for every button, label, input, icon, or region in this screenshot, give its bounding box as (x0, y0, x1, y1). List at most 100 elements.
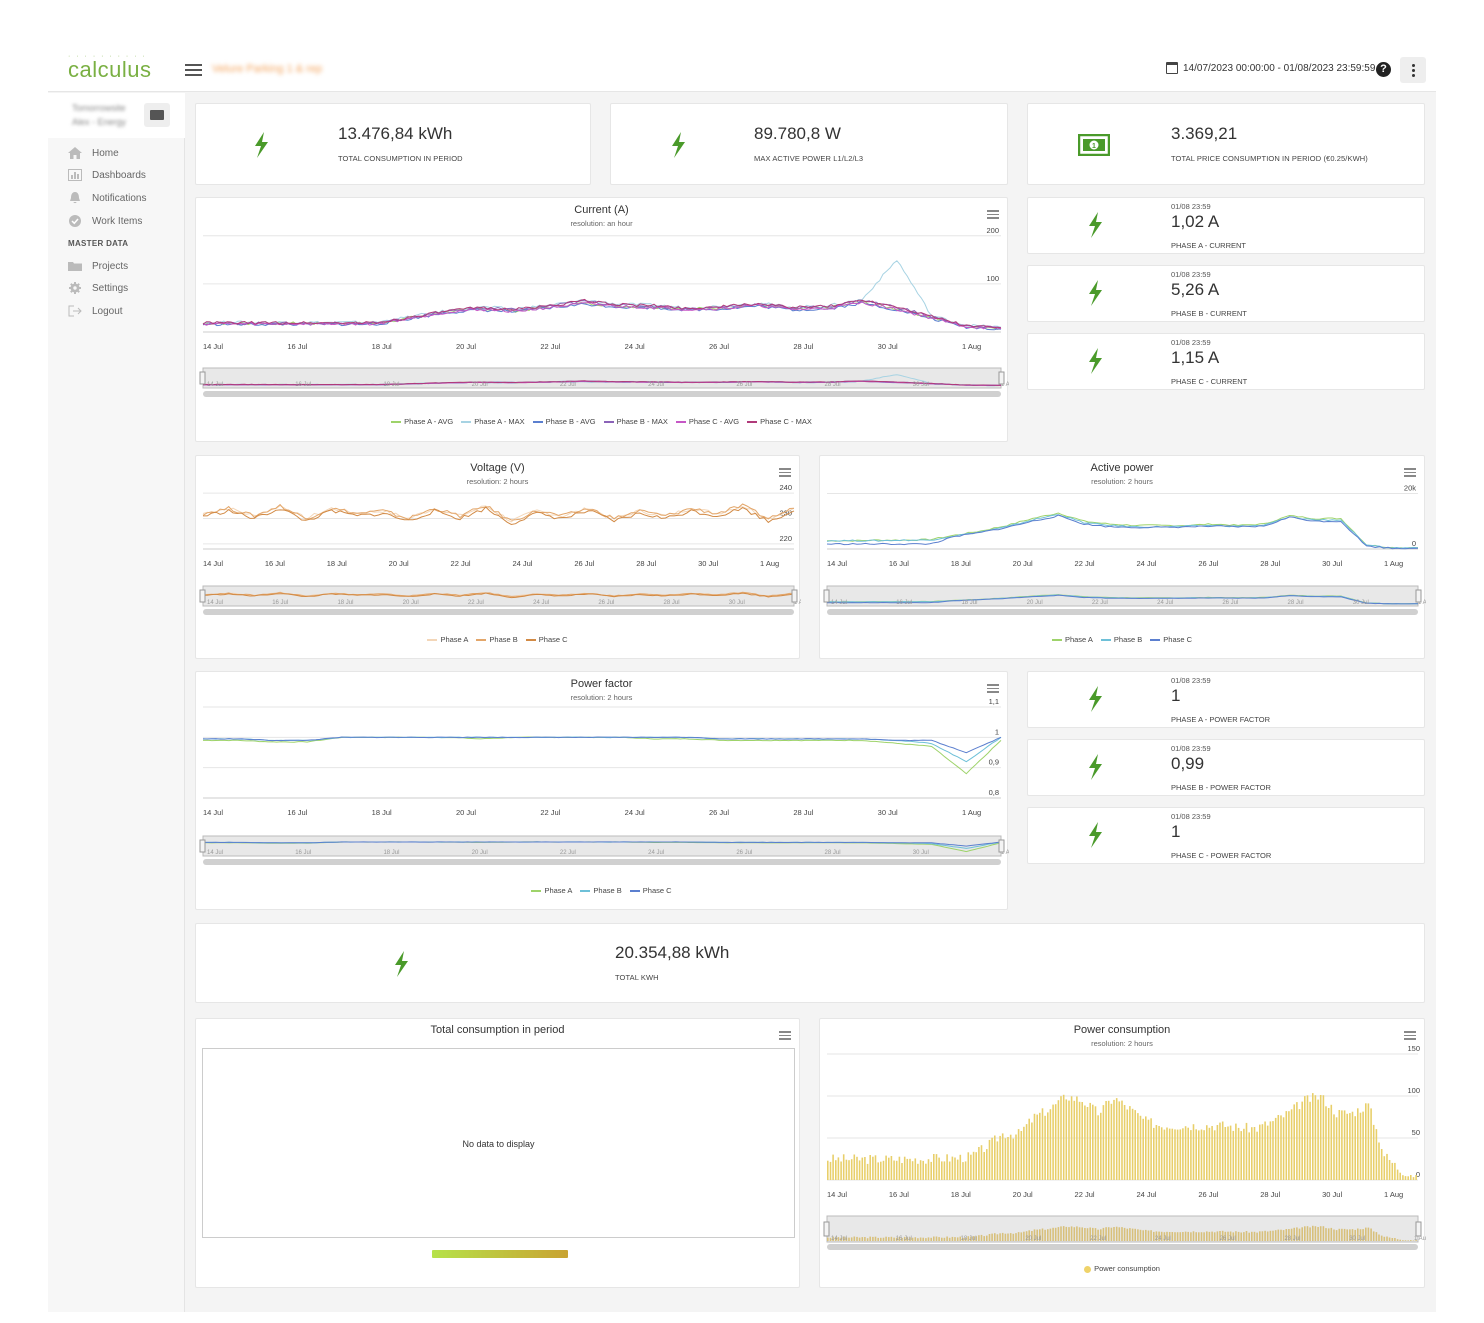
power-consumption-bar-chart[interactable]: 0 50 100 150 14 Jul 16 Jul 18 Jul 20 Jul 22 Jul 2… (820, 1019, 1426, 1289)
navigator-tick-label: 16 Jul (295, 850, 311, 856)
kpi-card-max-active-power: 89.780,8 W MAX ACTIVE POWER L1/L2/L3 (610, 103, 1008, 185)
bar (1049, 1109, 1052, 1180)
sidebar-item-dashboards[interactable]: Dashboards (68, 169, 146, 181)
sidebar-item-notifications[interactable]: Notifications (68, 192, 146, 204)
x-tick-label: 1 Aug (1384, 1190, 1403, 1199)
legend-swatch (531, 890, 542, 892)
legend-item[interactable]: Phase A (531, 886, 572, 895)
current-line-chart[interactable]: 100 200 14 Jul 16 Jul 18 Jul 20 Jul 22 Jul 24 J… (196, 198, 1009, 443)
sidebar-item-work-items[interactable]: Work Items (68, 215, 142, 227)
bar (1123, 1105, 1126, 1180)
power-factor-line-chart[interactable]: 0,8 0,9 1 1,1 14 Jul 16 Jul 18 Jul 20 Jul 22 Jul… (196, 672, 1009, 911)
navigator-tick-label: 24 Jul (1155, 1236, 1171, 1242)
chart-menu-icon[interactable] (779, 468, 791, 477)
bolt-icon (1089, 754, 1102, 780)
folder-button[interactable] (144, 103, 170, 127)
navigator-tick-label: 1 Aug (1418, 600, 1426, 606)
legend-item[interactable]: Phase B (580, 886, 622, 895)
legend-item[interactable]: Phase B (1100, 635, 1142, 644)
chart-menu-icon[interactable] (987, 210, 999, 219)
bar (1330, 1104, 1333, 1180)
navigator-bar (1245, 1231, 1248, 1241)
project-name[interactable]: Velure Parking 1 & rep (212, 63, 323, 75)
navigator-bar (980, 1234, 983, 1241)
navigator-bar (1407, 1240, 1409, 1241)
sidebar-item-settings[interactable]: Settings (68, 282, 128, 294)
active-power-line-chart[interactable]: 0 20k 14 Jul 16 Jul 18 Jul 20 Jul 22 Jul 24 Jul… (820, 456, 1426, 660)
navigator-bar (1391, 1238, 1394, 1241)
reading-value: 5,26 A (1171, 280, 1220, 299)
navigator-bar (858, 1237, 861, 1241)
voltage-line-chart[interactable]: 220 230 240 14 Jul 16 Jul 18 Jul 20 Jul 22 Jul 2… (196, 456, 801, 660)
legend-item[interactable]: Phase A - MAX (461, 417, 525, 426)
navigator-bar (877, 1237, 879, 1241)
y-tick-label: 0 (1416, 1170, 1420, 1179)
navigator-bar (1057, 1227, 1060, 1241)
date-range-picker[interactable]: 14/07/2023 00:00:00 - 01/08/2023 23:59:5… (1166, 62, 1375, 74)
bar (1404, 1176, 1407, 1180)
app-logo[interactable]: calculus (68, 57, 152, 82)
bar (1020, 1131, 1023, 1180)
chart-menu-icon[interactable] (987, 684, 999, 693)
navigator-bar (1293, 1227, 1295, 1241)
navigator-bar (1081, 1227, 1083, 1241)
navigator-bar (848, 1237, 850, 1241)
navigator-bar (895, 1237, 898, 1241)
kpi-value: 13.476,84 kWh (338, 124, 453, 143)
navigator-bar (956, 1237, 959, 1241)
navigator-bar (991, 1233, 993, 1241)
more-options-button[interactable] (1400, 57, 1426, 83)
navigator-tick-label: 16 Jul (896, 600, 912, 606)
navigator-bar (1380, 1235, 1383, 1241)
navigator-bar (1285, 1229, 1288, 1241)
legend-item[interactable]: Phase C - MAX (747, 417, 812, 426)
bar (1001, 1133, 1004, 1180)
legend-item[interactable]: Phase A (1051, 635, 1093, 644)
legend-item[interactable]: Phase C (629, 886, 672, 895)
bar (1057, 1100, 1060, 1180)
navigator-tick-label: 30 Jul (729, 600, 745, 606)
bar (1386, 1153, 1388, 1180)
chart-menu-icon[interactable] (779, 1031, 791, 1040)
bar (1388, 1160, 1391, 1180)
bar (837, 1157, 840, 1180)
bar (994, 1135, 996, 1180)
y-tick-label: 100 (986, 274, 999, 283)
sidebar-item-label: Dashboards (92, 169, 146, 181)
date-range-text: 14/07/2023 00:00:00 - 01/08/2023 23:59:5… (1183, 62, 1376, 74)
bar (827, 1160, 829, 1180)
navigator-bar (1084, 1228, 1086, 1241)
legend-item[interactable]: Phase A - AVG (391, 417, 453, 426)
menu-icon[interactable] (185, 64, 202, 77)
bar (1306, 1095, 1309, 1180)
legend-item[interactable]: Phase B (476, 635, 518, 644)
legend-item[interactable]: Phase B - AVG (532, 417, 596, 426)
bar (1338, 1110, 1341, 1180)
navigator-bar (1208, 1231, 1211, 1241)
sidebar-item-logout[interactable]: Logout (68, 305, 123, 317)
chart-menu-icon[interactable] (1404, 1031, 1416, 1040)
kpi-label: TOTAL CONSUMPTION IN PERIOD (338, 154, 463, 163)
chart-menu-icon[interactable] (1404, 468, 1416, 477)
bar (1105, 1101, 1107, 1180)
navigator-bar (948, 1237, 951, 1241)
navigator-bar (1266, 1231, 1269, 1241)
bar (1335, 1117, 1338, 1180)
sidebar-item-home[interactable]: Home (68, 147, 119, 159)
legend-item[interactable]: Phase A (427, 635, 468, 644)
legend-item[interactable]: Phase B - MAX (603, 417, 668, 426)
chart-legend: Power consumption (820, 1264, 1424, 1273)
legend-item[interactable]: Power consumption (1084, 1264, 1160, 1273)
y-tick-label: 20k (1404, 484, 1416, 493)
legend-item[interactable]: Phase C - AVG (675, 417, 739, 426)
help-icon[interactable]: ? (1376, 62, 1391, 77)
navigator-bar (874, 1236, 877, 1241)
legend-item[interactable]: Phase C (1150, 635, 1192, 644)
x-tick-label: 30 Jul (878, 342, 898, 351)
sidebar-item-projects[interactable]: Projects (68, 260, 128, 272)
navigator-bar (1171, 1232, 1174, 1241)
navigator-tick-label: 1 Aug (1001, 382, 1009, 388)
chart-subtitle: resolution: 2 hours (1091, 477, 1153, 486)
legend-item[interactable]: Phase C (525, 635, 568, 644)
navigator-handle-right (998, 839, 1005, 853)
